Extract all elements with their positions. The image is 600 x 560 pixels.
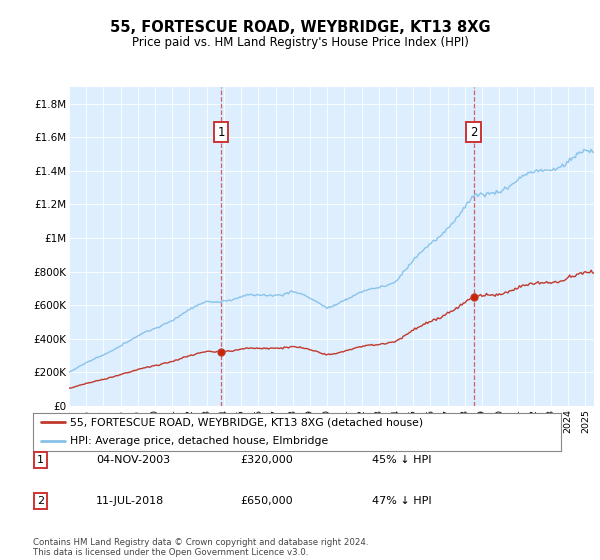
Text: £650,000: £650,000 <box>240 496 293 506</box>
Text: 47% ↓ HPI: 47% ↓ HPI <box>372 496 431 506</box>
Text: 11-JUL-2018: 11-JUL-2018 <box>96 496 164 506</box>
Text: 2: 2 <box>37 496 44 506</box>
Text: £320,000: £320,000 <box>240 455 293 465</box>
Text: 1: 1 <box>37 455 44 465</box>
Text: 45% ↓ HPI: 45% ↓ HPI <box>372 455 431 465</box>
Text: 55, FORTESCUE ROAD, WEYBRIDGE, KT13 8XG (detached house): 55, FORTESCUE ROAD, WEYBRIDGE, KT13 8XG … <box>70 417 423 427</box>
Text: Price paid vs. HM Land Registry's House Price Index (HPI): Price paid vs. HM Land Registry's House … <box>131 36 469 49</box>
Text: HPI: Average price, detached house, Elmbridge: HPI: Average price, detached house, Elmb… <box>70 436 328 446</box>
Text: 04-NOV-2003: 04-NOV-2003 <box>96 455 170 465</box>
Text: Contains HM Land Registry data © Crown copyright and database right 2024.
This d: Contains HM Land Registry data © Crown c… <box>33 538 368 557</box>
Text: 2: 2 <box>470 125 477 139</box>
Text: 55, FORTESCUE ROAD, WEYBRIDGE, KT13 8XG: 55, FORTESCUE ROAD, WEYBRIDGE, KT13 8XG <box>110 20 490 35</box>
Text: 1: 1 <box>217 125 225 139</box>
